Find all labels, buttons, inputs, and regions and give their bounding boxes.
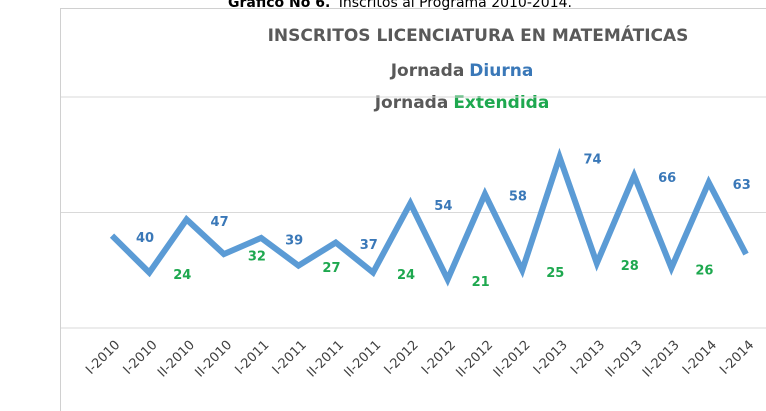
x-tick-label: I-2011: [232, 338, 272, 378]
data-label: 21: [472, 275, 490, 290]
x-tick-label: II-2012: [491, 338, 534, 381]
x-tick-label: I-2013: [568, 338, 608, 378]
data-label: 63: [733, 178, 751, 193]
data-label: 74: [583, 153, 601, 168]
x-tick-label: II-2012: [453, 338, 496, 381]
data-label: 37: [360, 238, 378, 253]
legend-entry: Jornada Extendida: [374, 93, 550, 113]
x-tick-label: I-2010: [83, 338, 123, 378]
x-tick-label: II-2011: [304, 338, 347, 381]
x-tick-label: II-2010: [155, 338, 198, 381]
data-label: 32: [248, 250, 266, 265]
legend-name: Extendida: [453, 93, 549, 113]
x-tick-label: II-2010: [192, 338, 235, 381]
legend-name: Diurna: [469, 61, 533, 81]
caption-text: Inscritos al Programa 2010-2014.: [339, 0, 572, 11]
data-label: 24: [397, 268, 415, 283]
caption-bold: Gráfico No 6.: [228, 0, 330, 11]
series-line: [109, 147, 749, 287]
legend-entry: Jornada Diurna: [390, 61, 534, 81]
data-label: 54: [434, 199, 452, 214]
x-tick-label: II-2013: [603, 338, 646, 381]
data-label: 26: [695, 263, 713, 278]
x-tick-label: I-2011: [270, 338, 310, 378]
data-label: 40: [136, 231, 154, 246]
data-label: 39: [285, 233, 303, 248]
chart-frame: [60, 8, 766, 411]
data-label: 66: [658, 171, 676, 186]
legend-prefix: Jornada: [374, 93, 449, 113]
x-tick-label: I-2013: [531, 338, 571, 378]
data-label: 58: [509, 190, 527, 205]
caption: Gráfico No 6. Inscritos al Programa 2010…: [228, 0, 572, 11]
plot-area: I-2010I-2010II-2010II-2010I-2011I-2011II…: [61, 96, 766, 381]
data-label: 28: [621, 259, 639, 274]
x-tick-label: I-2012: [419, 338, 459, 378]
legend-prefix: Jornada: [390, 61, 465, 81]
data-label: 47: [211, 215, 229, 230]
x-tick-label: I-2012: [382, 338, 422, 378]
x-tick-label: I-2014: [680, 338, 720, 378]
x-tick-label: I-2014: [717, 338, 757, 378]
data-label: 24: [173, 268, 191, 283]
data-label: 25: [546, 266, 564, 281]
data-label: 27: [322, 261, 340, 276]
x-tick-label: II-2011: [342, 338, 385, 381]
x-tick-label: I-2010: [121, 338, 161, 378]
chart-title: INSCRITOS LICENCIATURA EN MATEMÁTICAS: [268, 24, 689, 46]
x-tick-label: II-2013: [640, 338, 683, 381]
